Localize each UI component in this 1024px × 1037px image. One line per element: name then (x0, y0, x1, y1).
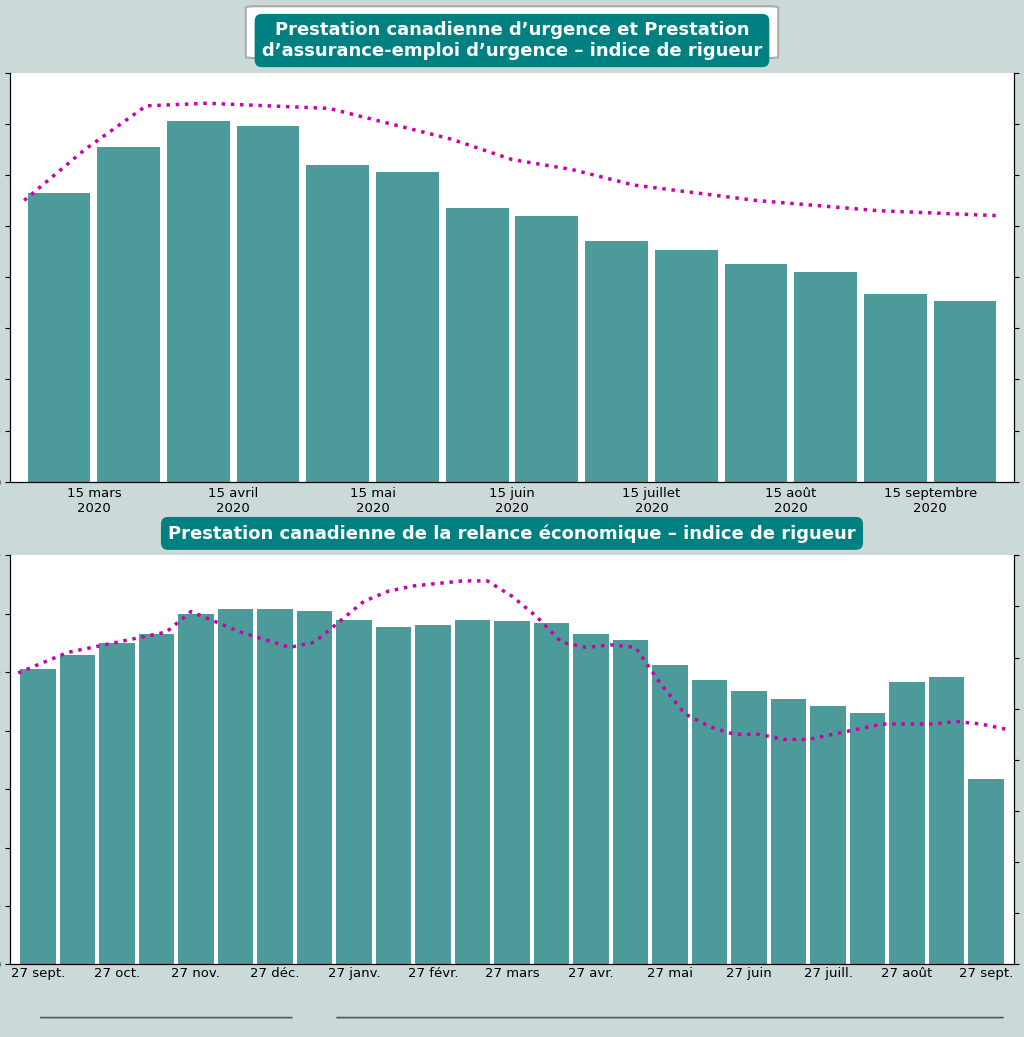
Bar (167, 121, 229, 481)
Bar (515, 216, 579, 481)
Bar (297, 611, 332, 964)
Bar (725, 264, 787, 481)
Bar (612, 640, 648, 964)
Bar (692, 679, 727, 964)
Bar (795, 272, 857, 481)
Bar (20, 669, 55, 964)
Bar (445, 208, 509, 481)
Bar (257, 610, 293, 964)
Bar (771, 699, 806, 964)
Bar (455, 619, 490, 964)
Bar (652, 665, 688, 964)
Legend: Nombre de bénéficiaires, Indice de rigueur: Nombre de bénéficiaires, Indice de rigue… (297, 19, 727, 46)
Bar (969, 779, 1004, 964)
Bar (306, 165, 369, 481)
Bar (28, 193, 90, 481)
FancyBboxPatch shape (246, 6, 778, 58)
Bar (585, 242, 648, 481)
Bar (573, 635, 609, 964)
Title: Prestation canadienne d’urgence et Prestation
d’assurance-emploi d’urgence – ind: Prestation canadienne d’urgence et Prest… (262, 21, 762, 60)
Bar (655, 250, 718, 481)
Bar (178, 614, 214, 964)
Bar (237, 127, 299, 481)
Bar (376, 627, 412, 964)
Bar (864, 293, 927, 481)
Bar (534, 622, 569, 964)
Bar (934, 302, 996, 481)
Bar (850, 713, 886, 964)
Bar (99, 643, 135, 964)
Title: Prestation canadienne de la relance économique – indice de rigueur: Prestation canadienne de la relance écon… (168, 524, 856, 542)
Bar (336, 619, 372, 964)
Bar (929, 676, 965, 964)
Bar (376, 172, 439, 481)
Bar (218, 610, 253, 964)
Bar (889, 682, 925, 964)
Bar (495, 621, 529, 964)
Bar (138, 635, 174, 964)
Bar (731, 692, 767, 964)
Bar (810, 706, 846, 964)
Bar (415, 625, 451, 964)
Bar (97, 147, 160, 481)
Bar (59, 654, 95, 964)
